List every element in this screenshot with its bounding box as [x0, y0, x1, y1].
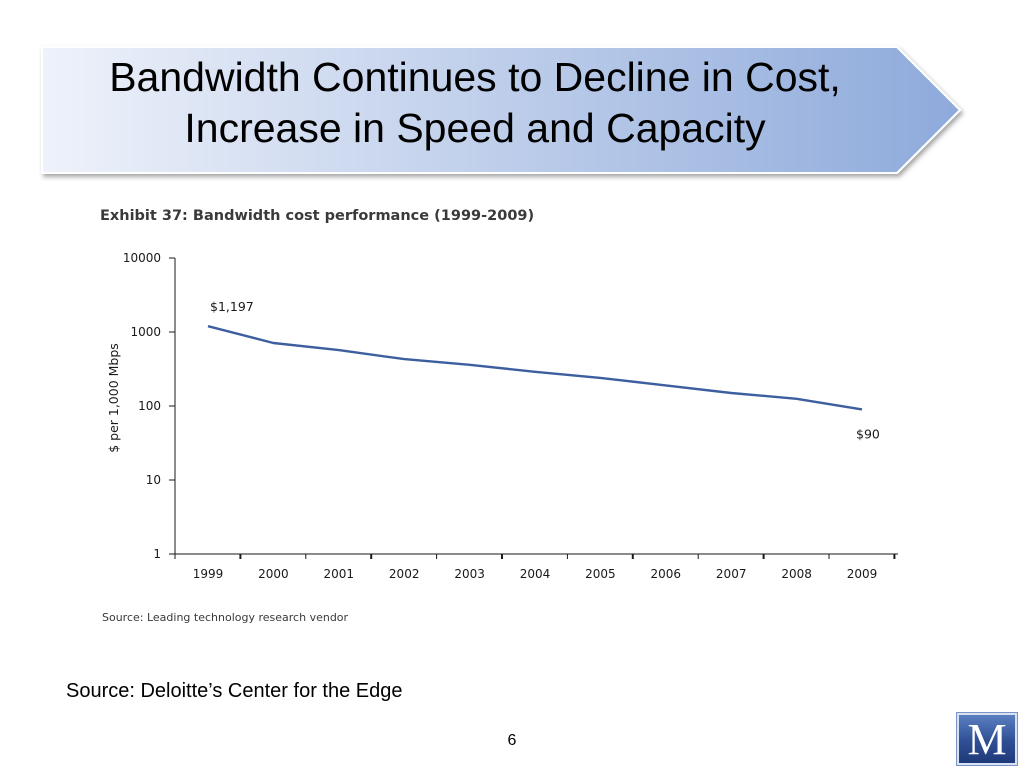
- slide-title-line-2: Increase in Speed and Capacity: [184, 105, 766, 151]
- data-label: $1,197: [210, 299, 254, 314]
- x-tick-label: 2001: [324, 567, 355, 581]
- x-tick-label: 2004: [520, 567, 551, 581]
- company-logo: M: [957, 713, 1017, 765]
- y-tick-label: 10: [146, 473, 161, 487]
- x-tick-label: 2006: [651, 567, 682, 581]
- data-label: $90: [856, 426, 880, 441]
- page-number: 6: [507, 732, 517, 749]
- x-tick-label: 2007: [716, 567, 747, 581]
- x-tick-label: 2002: [389, 567, 420, 581]
- x-tick-label: 1999: [193, 567, 224, 581]
- x-tick-label: 2000: [258, 567, 289, 581]
- y-tick-label: 1: [153, 547, 161, 561]
- x-tick-label: 2008: [781, 567, 812, 581]
- chart-title: Exhibit 37: Bandwidth cost performance (…: [100, 208, 535, 224]
- chart-source-note: Source: Leading technology research vend…: [102, 611, 349, 624]
- title-banner: [41, 46, 962, 174]
- series-line: [207, 325, 863, 411]
- slide-title-line-1: Bandwidth Continues to Decline in Cost,: [109, 54, 841, 100]
- y-tick-label: 100: [138, 399, 161, 413]
- x-tick-label: 2005: [585, 567, 616, 581]
- slide-source: Source: Deloitte’s Center for the Edge: [66, 680, 403, 702]
- x-tick-label: 2003: [454, 567, 485, 581]
- y-tick-label: 10000: [123, 251, 161, 265]
- slide-title: Bandwidth Continues to Decline in Cost, …: [40, 52, 910, 154]
- y-axis-label: $ per 1,000 Mbps: [106, 343, 121, 453]
- y-tick-label: 1000: [130, 325, 161, 339]
- x-tick-label: 2009: [847, 567, 878, 581]
